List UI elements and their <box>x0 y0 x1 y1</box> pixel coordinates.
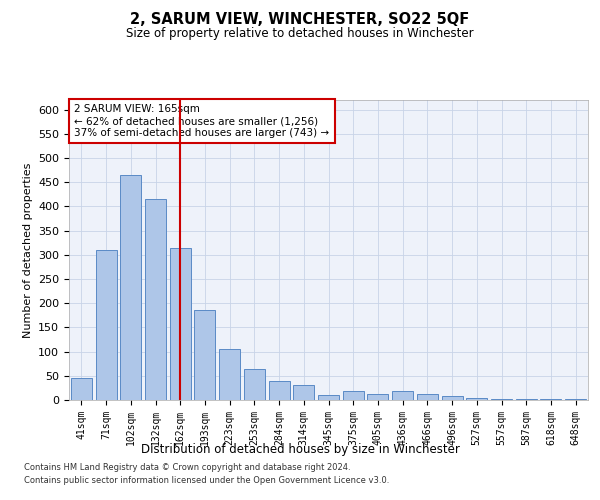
Bar <box>318 395 339 400</box>
Bar <box>565 398 586 400</box>
Bar <box>219 349 240 400</box>
Bar <box>466 398 487 400</box>
Bar <box>343 392 364 400</box>
Bar <box>145 199 166 400</box>
Bar <box>367 394 388 400</box>
Text: 2, SARUM VIEW, WINCHESTER, SO22 5QF: 2, SARUM VIEW, WINCHESTER, SO22 5QF <box>130 12 470 28</box>
Bar <box>541 399 562 400</box>
Bar <box>244 368 265 400</box>
Bar <box>194 310 215 400</box>
Bar <box>417 394 438 400</box>
Bar <box>293 386 314 400</box>
Bar <box>170 248 191 400</box>
Y-axis label: Number of detached properties: Number of detached properties <box>23 162 32 338</box>
Bar <box>516 398 537 400</box>
Bar <box>269 380 290 400</box>
Bar <box>71 378 92 400</box>
Bar <box>491 398 512 400</box>
Bar <box>95 250 116 400</box>
Text: 2 SARUM VIEW: 165sqm
← 62% of detached houses are smaller (1,256)
37% of semi-de: 2 SARUM VIEW: 165sqm ← 62% of detached h… <box>74 104 329 138</box>
Text: Contains public sector information licensed under the Open Government Licence v3: Contains public sector information licen… <box>24 476 389 485</box>
Text: Distribution of detached houses by size in Winchester: Distribution of detached houses by size … <box>140 442 460 456</box>
Bar <box>442 396 463 400</box>
Bar <box>392 392 413 400</box>
Text: Contains HM Land Registry data © Crown copyright and database right 2024.: Contains HM Land Registry data © Crown c… <box>24 464 350 472</box>
Bar <box>120 175 141 400</box>
Text: Size of property relative to detached houses in Winchester: Size of property relative to detached ho… <box>126 28 474 40</box>
